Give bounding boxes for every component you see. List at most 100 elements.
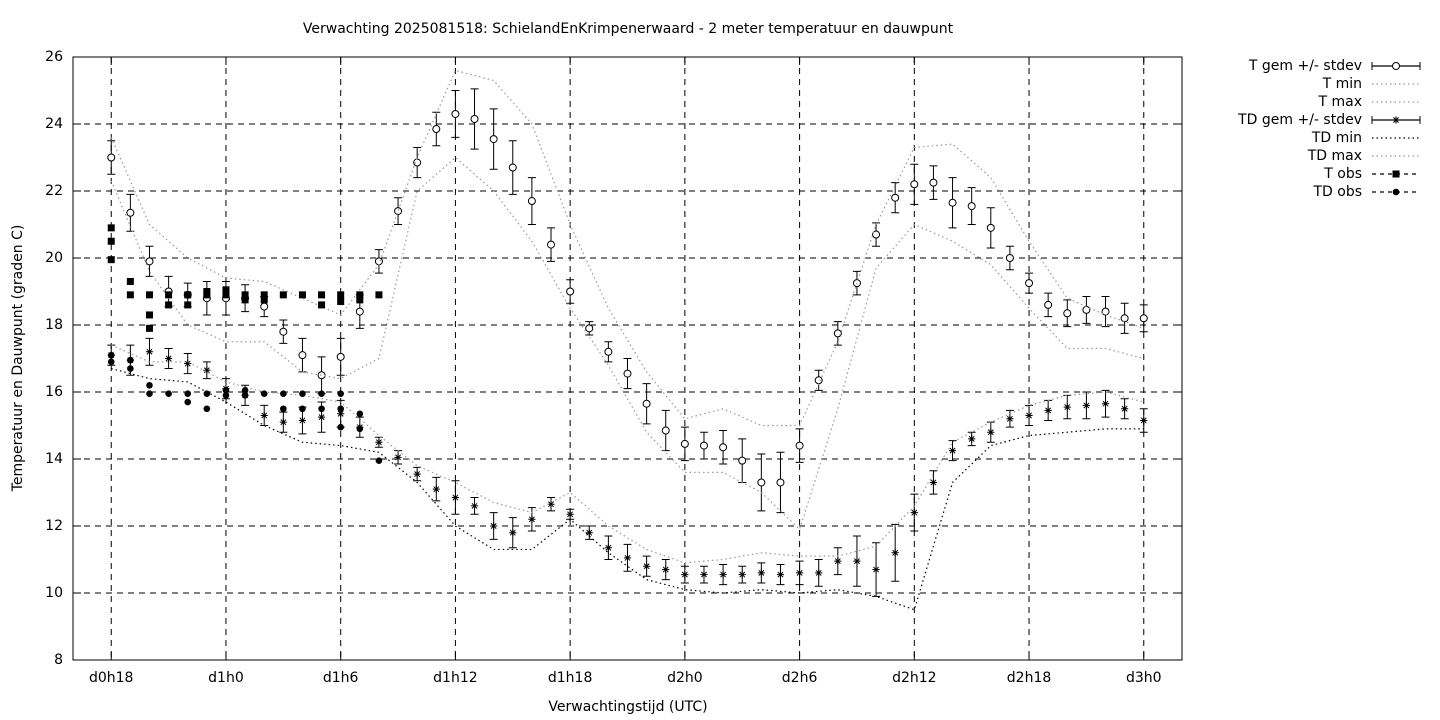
marker xyxy=(336,352,345,361)
marker xyxy=(986,223,995,232)
x-tick-label: d1h12 xyxy=(433,670,477,686)
marker xyxy=(318,405,325,413)
x-tick-label: d1h6 xyxy=(323,670,359,686)
marker xyxy=(241,392,249,399)
marker xyxy=(1044,300,1053,309)
marker xyxy=(967,202,976,211)
marker xyxy=(681,570,689,579)
marker xyxy=(1063,403,1071,411)
marker xyxy=(432,125,441,134)
y-tick-label: 10 xyxy=(45,585,63,601)
y-tick-label: 24 xyxy=(45,116,63,132)
marker xyxy=(280,390,287,397)
marker xyxy=(738,570,746,579)
marker xyxy=(528,515,536,523)
marker xyxy=(738,456,747,465)
legend-label: T max xyxy=(1317,94,1362,110)
marker xyxy=(127,356,134,364)
marker xyxy=(337,423,344,431)
marker xyxy=(317,371,326,380)
marker xyxy=(203,366,211,374)
marker xyxy=(280,405,287,413)
marker xyxy=(527,197,536,206)
x-tick-label: d3h0 xyxy=(1126,670,1162,686)
marker xyxy=(184,398,192,406)
marker xyxy=(891,549,899,557)
marker xyxy=(508,163,517,172)
marker xyxy=(1140,416,1148,425)
marker xyxy=(757,478,766,487)
marker xyxy=(260,411,268,420)
marker xyxy=(700,570,708,579)
marker xyxy=(165,354,173,363)
marker xyxy=(795,441,804,450)
marker xyxy=(1005,254,1014,262)
x-tick-label: d1h18 xyxy=(548,670,592,686)
marker xyxy=(184,359,192,368)
marker xyxy=(222,387,230,394)
y-tick-label: 22 xyxy=(45,183,63,199)
marker xyxy=(107,256,115,264)
marker xyxy=(107,358,115,366)
marker xyxy=(107,153,116,162)
marker xyxy=(107,351,115,359)
x-tick-label: d2h12 xyxy=(892,670,936,686)
legend-label: TD min xyxy=(1311,130,1362,146)
legend-label: T min xyxy=(1322,76,1362,92)
marker xyxy=(1101,307,1110,316)
marker xyxy=(260,291,268,299)
y-tick-label: 12 xyxy=(45,518,63,534)
marker xyxy=(490,522,498,530)
marker xyxy=(184,291,192,299)
marker xyxy=(815,569,823,577)
marker xyxy=(643,562,651,570)
marker xyxy=(1044,406,1052,415)
marker xyxy=(795,569,804,577)
marker xyxy=(1063,309,1072,318)
marker xyxy=(547,500,555,508)
marker xyxy=(279,291,287,299)
marker xyxy=(604,347,613,356)
marker xyxy=(814,376,823,385)
marker xyxy=(833,329,842,338)
y-axis-label: Temperatuur en Dauwpunt (graden C) xyxy=(10,225,26,493)
marker xyxy=(910,509,918,517)
marker xyxy=(260,296,268,304)
marker xyxy=(968,435,976,443)
marker xyxy=(184,301,192,309)
marker xyxy=(222,286,230,294)
marker xyxy=(318,390,325,397)
marker xyxy=(1101,400,1110,408)
marker xyxy=(1139,314,1148,323)
marker xyxy=(165,390,172,397)
y-tick-label: 14 xyxy=(45,451,63,467)
legend-label: T obs xyxy=(1323,166,1362,182)
marker xyxy=(184,390,192,397)
y-tick-label: 18 xyxy=(45,317,63,333)
marker xyxy=(298,291,306,299)
marker xyxy=(356,291,364,299)
marker xyxy=(1025,279,1034,288)
marker xyxy=(1121,405,1129,413)
legend-swatch xyxy=(1371,116,1421,124)
marker xyxy=(642,399,651,408)
legend-marker xyxy=(1392,62,1400,70)
x-tick-label: d2h6 xyxy=(782,670,818,686)
marker xyxy=(929,178,938,187)
legend-label: TD max xyxy=(1307,148,1362,164)
marker xyxy=(165,291,173,299)
marker xyxy=(337,410,345,418)
marker xyxy=(623,554,632,562)
marker xyxy=(566,510,574,518)
marker xyxy=(337,390,344,397)
marker xyxy=(566,287,575,296)
marker xyxy=(241,296,249,304)
marker xyxy=(374,257,383,266)
marker xyxy=(146,390,153,397)
marker xyxy=(623,369,632,378)
marker xyxy=(145,257,154,266)
marker xyxy=(451,109,460,118)
marker xyxy=(834,557,842,565)
marker xyxy=(1025,411,1033,420)
